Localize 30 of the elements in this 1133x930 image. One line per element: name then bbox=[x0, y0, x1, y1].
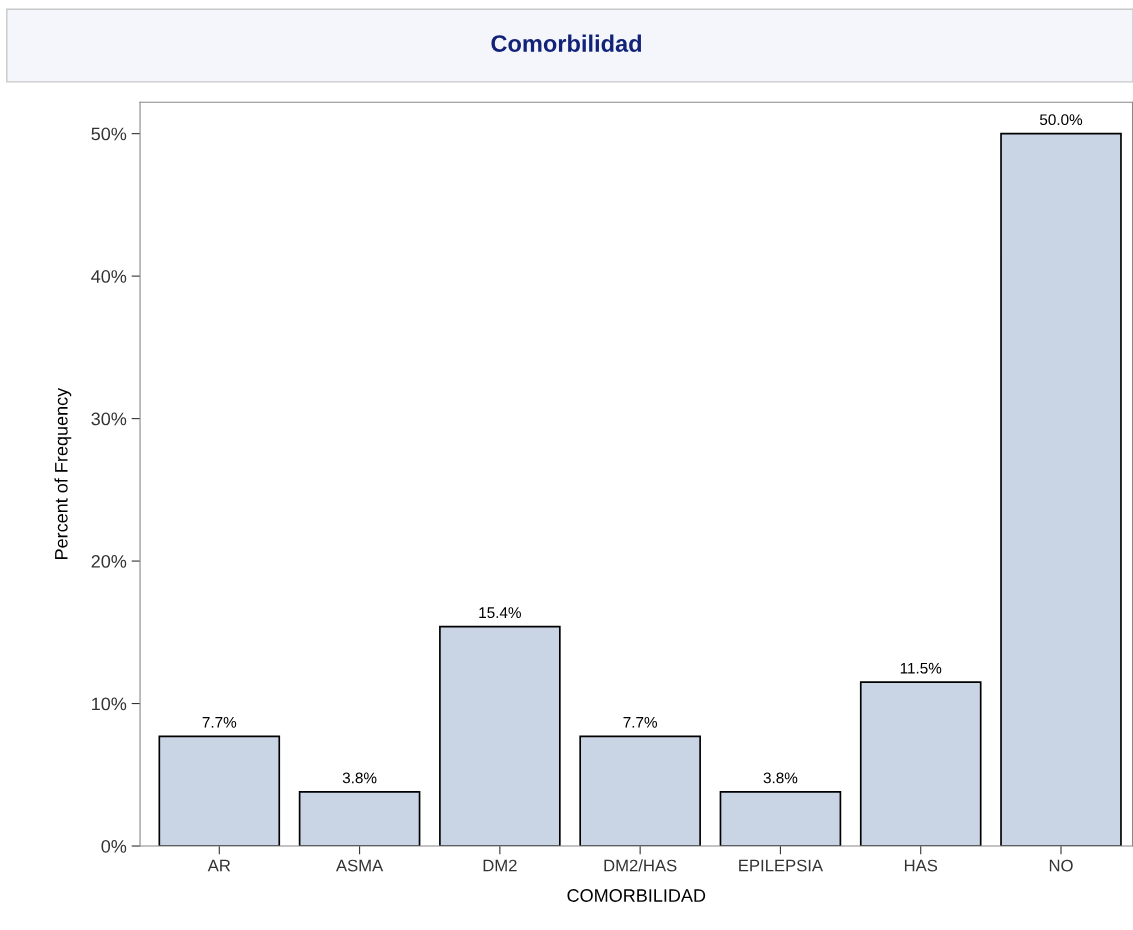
x-tick-label: AR bbox=[207, 859, 231, 872]
data-label: 15.4% bbox=[479, 607, 521, 619]
data-label: 7.7% bbox=[202, 716, 237, 728]
data-label: 50.0% bbox=[1039, 114, 1083, 126]
bar bbox=[859, 681, 982, 847]
y-tick-label: 0% bbox=[101, 839, 127, 853]
bar bbox=[298, 791, 421, 847]
x-tick-label: ASMA bbox=[336, 859, 384, 872]
chart-title: Comorbilidad bbox=[491, 34, 642, 52]
y-axis-title: Percent of Frequency bbox=[54, 387, 72, 559]
y-tick-label: 10% bbox=[92, 697, 127, 711]
x-axis-title: COMORBILIDAD bbox=[567, 889, 706, 902]
bar bbox=[158, 735, 281, 847]
data-label: 11.5% bbox=[900, 662, 942, 674]
bar bbox=[1000, 132, 1122, 847]
bar bbox=[579, 735, 701, 847]
y-tick-label: 30% bbox=[91, 412, 127, 426]
x-tick-label: EPILEPSIA bbox=[739, 859, 824, 872]
x-tick-label: NO bbox=[1049, 859, 1073, 872]
bar bbox=[439, 625, 561, 847]
y-tick-label: 40% bbox=[91, 270, 127, 283]
x-tick-label: DM2 bbox=[483, 859, 517, 872]
x-tick-label: DM2/HAS bbox=[604, 859, 677, 872]
y-tick-label: 20% bbox=[91, 555, 127, 568]
data-label: 7.7% bbox=[623, 716, 658, 728]
y-tick-label: 50% bbox=[91, 127, 127, 141]
data-label: 3.8% bbox=[342, 772, 377, 784]
data-label: 3.8% bbox=[763, 772, 798, 784]
x-tick-label: HAS bbox=[904, 859, 938, 872]
bar bbox=[719, 791, 842, 847]
